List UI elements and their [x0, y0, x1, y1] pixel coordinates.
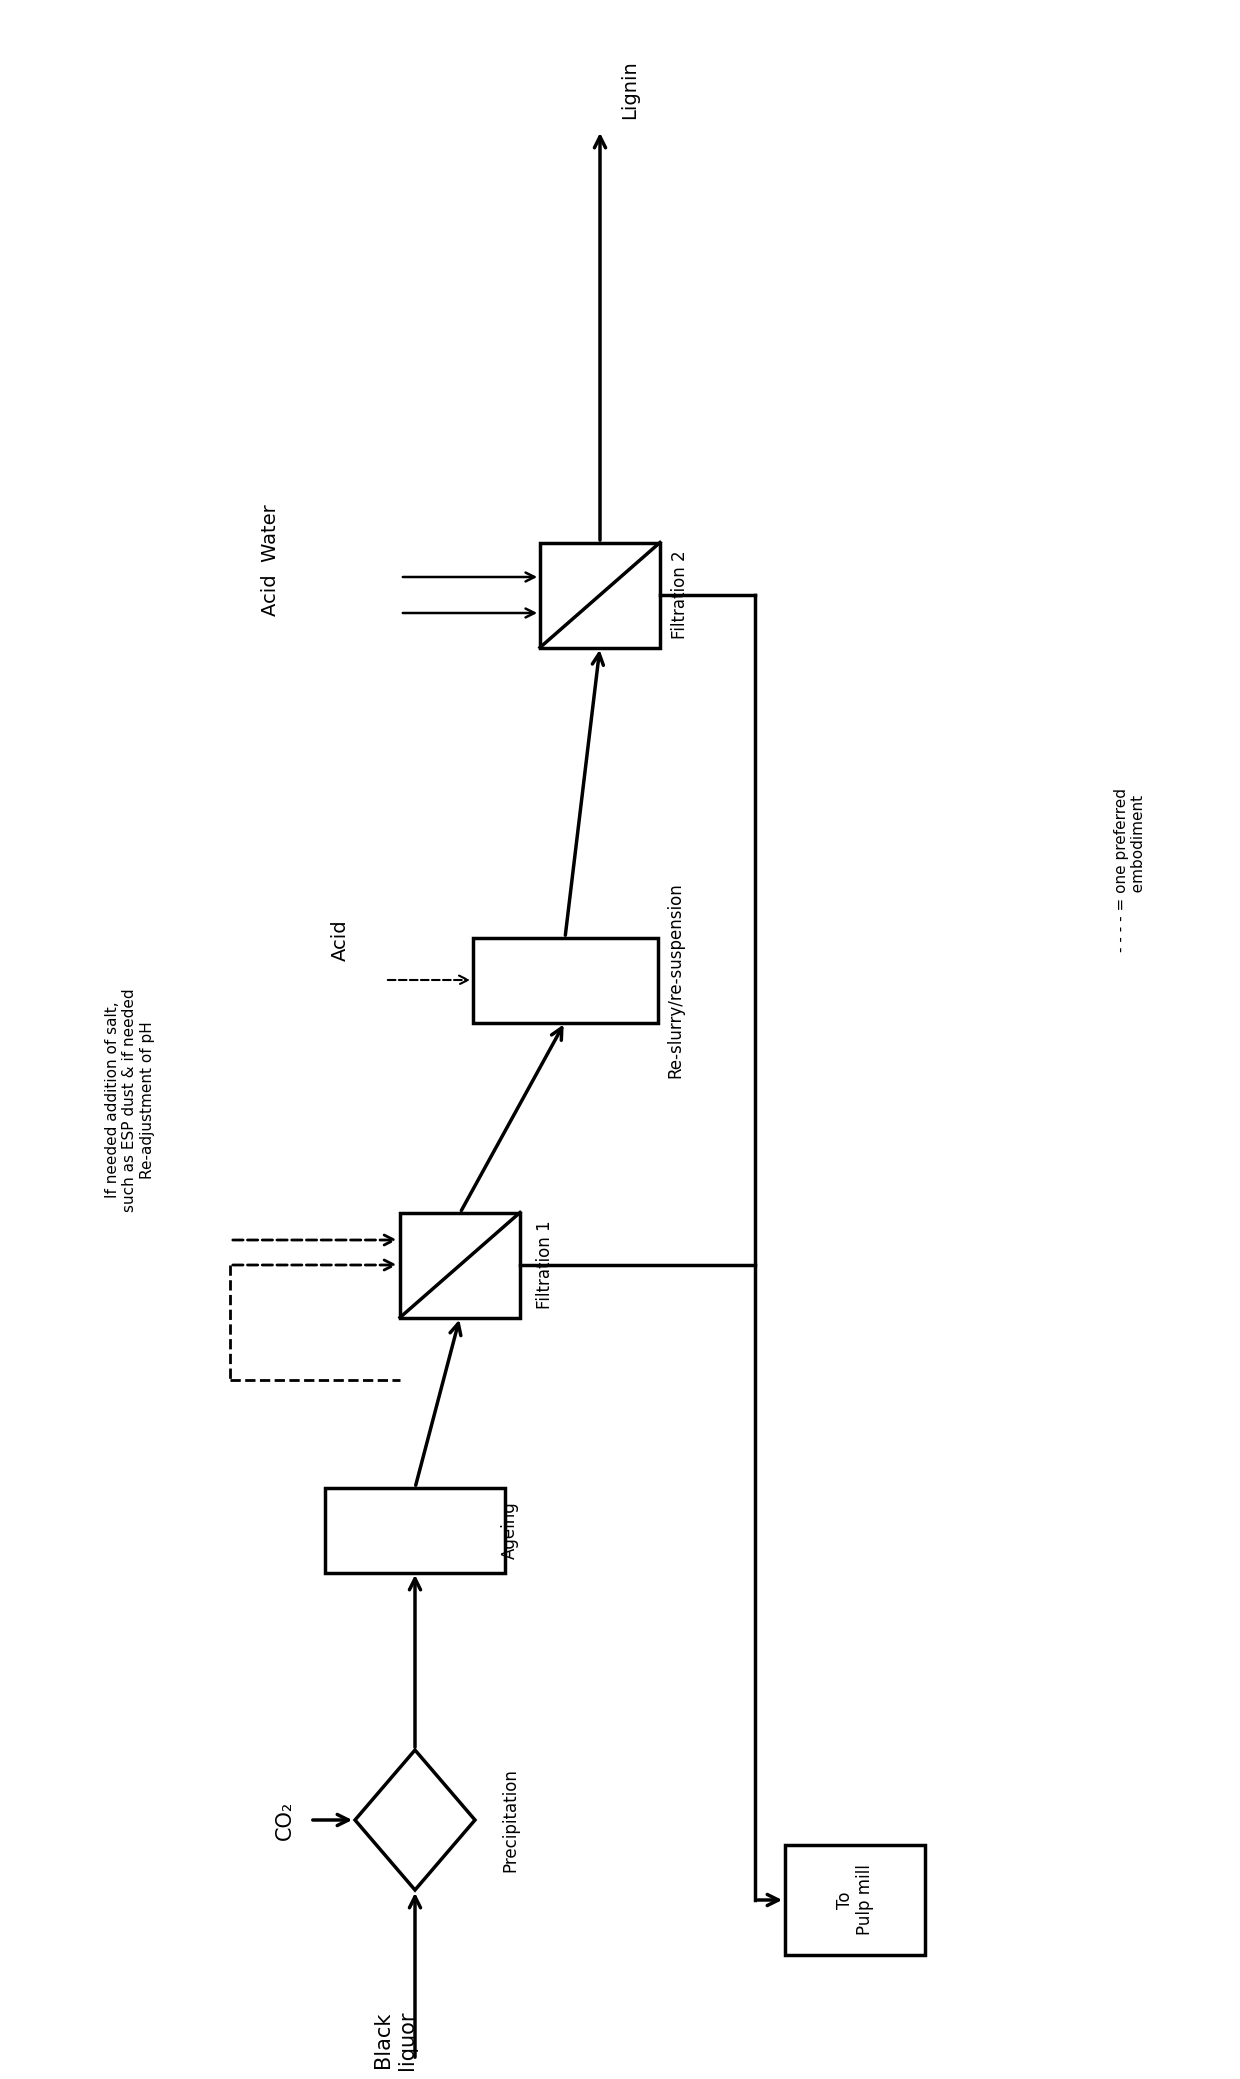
Text: Re-slurry/re-suspension: Re-slurry/re-suspension: [666, 881, 684, 1077]
Text: Acid  Water: Acid Water: [260, 503, 279, 615]
Text: Lignin: Lignin: [620, 60, 640, 119]
Text: Filtration 1: Filtration 1: [536, 1220, 554, 1310]
Text: Precipitation: Precipitation: [501, 1767, 520, 1871]
Text: Acid: Acid: [331, 919, 350, 960]
Text: Filtration 2: Filtration 2: [671, 551, 689, 640]
Text: To
Pulp mill: To Pulp mill: [836, 1865, 874, 1936]
Polygon shape: [355, 1751, 475, 1890]
Text: Black
liquor: Black liquor: [373, 2010, 417, 2071]
Bar: [472, 938, 657, 1023]
Text: CO₂: CO₂: [275, 1800, 295, 1840]
Text: If needed addition of salt,
such as ESP dust & if needed
Re-adjustment of pH: If needed addition of salt, such as ESP …: [105, 988, 155, 1212]
Bar: [401, 1212, 520, 1318]
Bar: [325, 1486, 505, 1572]
Text: - - - - = one preferred
           embodiment: - - - - = one preferred embodiment: [1114, 788, 1146, 952]
Bar: [785, 1844, 925, 1954]
Text: Ageing: Ageing: [501, 1501, 520, 1559]
Bar: [539, 543, 660, 647]
